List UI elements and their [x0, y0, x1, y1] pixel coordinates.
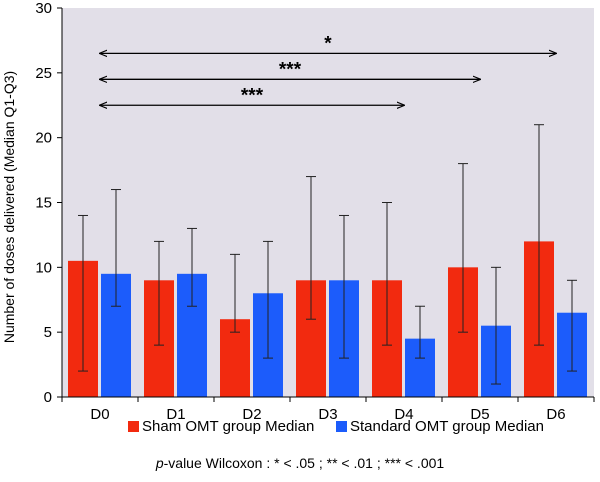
- x-tick-label-D5: D5: [470, 406, 489, 423]
- significance-annotations: *******: [100, 33, 556, 106]
- x-axis: D0 D1 D2 D3 D4 D5 D6: [61, 396, 595, 423]
- significance-label-D0-D5: ***: [279, 59, 302, 80]
- plot-area: [62, 8, 594, 397]
- x-tick-label-D1: D1: [166, 406, 185, 423]
- y-axis: 0 5 10 15 20 25 30: [35, 0, 63, 406]
- y-tick-label-20: 20: [35, 130, 52, 147]
- legend-swatch-sham: [128, 421, 139, 432]
- x-tick-label-D3: D3: [318, 406, 337, 423]
- y-axis-label: Number of doses delivered (Median Q1-Q3): [1, 71, 17, 343]
- error-bars-layer: [78, 124, 577, 385]
- significance-label-D0-D4: ***: [241, 85, 264, 106]
- y-tick-label-10: 10: [35, 259, 52, 276]
- significance-label-D0-D6: *: [324, 33, 332, 54]
- y-tick-label-15: 15: [35, 195, 52, 212]
- legend-label-standard: Standard OMT group Median: [350, 418, 544, 435]
- y-tick-label-25: 25: [35, 65, 52, 82]
- x-tick-label-D4: D4: [394, 406, 413, 423]
- x-tick-label-D6: D6: [546, 406, 565, 423]
- x-tick-label-D2: D2: [242, 406, 261, 423]
- legend: Sham OMT group Median Standard OMT group …: [128, 418, 544, 435]
- legend-label-sham: Sham OMT group Median: [142, 418, 314, 435]
- y-tick-label-0: 0: [44, 389, 52, 406]
- x-tick-label-D0: D0: [90, 406, 109, 423]
- footnote: p-value Wilcoxon : * < .05 ; ** < .01 ; …: [0, 455, 600, 471]
- y-tick-label-5: 5: [44, 324, 52, 341]
- legend-swatch-standard: [336, 421, 347, 432]
- footnote-italic: p: [155, 455, 164, 471]
- footnote-text: -value Wilcoxon : * < .05 ; ** < .01 ; *…: [163, 455, 445, 471]
- y-tick-label-30: 30: [35, 0, 52, 17]
